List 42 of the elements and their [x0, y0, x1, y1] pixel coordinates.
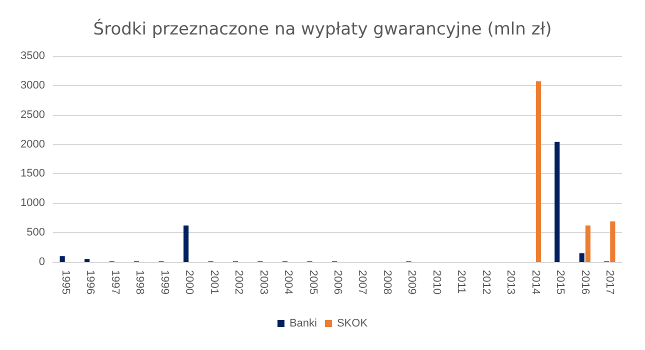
- bar: [536, 81, 541, 262]
- x-tick-label: 2017: [604, 270, 616, 294]
- bar: [554, 142, 560, 262]
- y-tick-label: 3000: [20, 79, 45, 92]
- x-tick-label: 2013: [504, 270, 517, 294]
- bar: [84, 259, 90, 262]
- bar: [579, 253, 584, 262]
- bar: [610, 221, 616, 262]
- y-tick-label: 2500: [20, 108, 45, 121]
- bar: [585, 226, 590, 262]
- x-tick-label: 1999: [158, 270, 170, 294]
- x-tick-label: 2003: [257, 270, 270, 294]
- x-tick-label: 2014: [529, 270, 542, 294]
- bar: [184, 226, 189, 262]
- y-tick-label: 0: [38, 256, 45, 268]
- legend-label: Banki: [289, 318, 317, 330]
- y-tick-label: 3500: [20, 50, 45, 62]
- chart-title: Środki przeznaczone na wypłaty gwarancyjne (mln zł): [93, 18, 552, 40]
- y-tick-label: 500: [26, 226, 45, 239]
- x-tick-label: 1997: [108, 270, 121, 294]
- x-tick-label: 1995: [59, 270, 72, 294]
- x-tick-label: 2009: [406, 270, 418, 294]
- x-tick-label: 1998: [134, 270, 146, 294]
- y-tick-label: 1500: [20, 168, 45, 180]
- x-tick-label: 2002: [232, 270, 245, 294]
- x-tick-label: 2001: [208, 270, 220, 294]
- x-tick-label: 2015: [554, 270, 566, 294]
- x-tick-label: 2016: [578, 270, 591, 294]
- x-tick-label: 2005: [306, 270, 319, 294]
- x-tick-label: 2010: [430, 270, 442, 294]
- x-tick-label: 1996: [84, 270, 96, 294]
- x-tick-label: 2008: [380, 270, 393, 294]
- x-tick-label: 2006: [332, 270, 344, 294]
- x-tick-label: 2000: [183, 270, 196, 294]
- legend-label: SKOK: [336, 318, 368, 330]
- x-tick-label: 2011: [455, 270, 468, 294]
- x-tick-label: 2007: [356, 270, 368, 294]
- x-tick-label: 2012: [480, 270, 492, 294]
- bar: [60, 256, 65, 262]
- x-tick-label: 2004: [282, 270, 294, 294]
- y-tick-label: 1000: [20, 197, 45, 210]
- y-tick-label: 2000: [20, 138, 45, 150]
